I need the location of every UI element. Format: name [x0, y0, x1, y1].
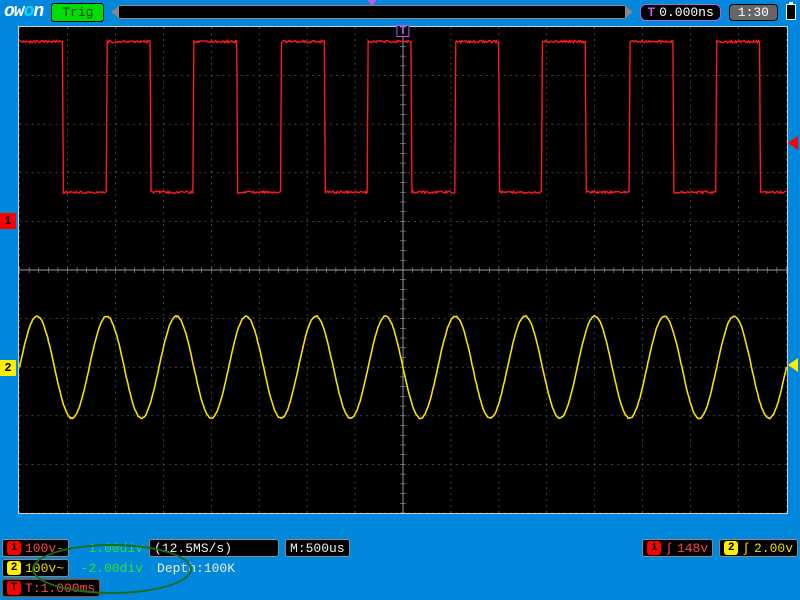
horizontal-position-bar[interactable]: [118, 5, 626, 19]
ch1-voltdiv: 1 100v-: [2, 539, 69, 557]
top-bar: owon Trig T 0.000ns 1:30: [0, 0, 800, 24]
ch2-ground-marker: 2: [0, 360, 16, 376]
trigger-status: Trig: [51, 3, 104, 22]
time-offset-value: 0.000ns: [659, 5, 714, 20]
grid-overlay: [19, 27, 787, 513]
trigger-position-marker: [367, 0, 377, 6]
time-badge-icon: T: [7, 581, 21, 595]
ch2-trigger-readout: 2 ∫ 2.00v: [719, 539, 798, 557]
ch2-badge-icon: 2: [7, 561, 21, 575]
ch1-trigger-badge-icon: 1: [647, 541, 661, 555]
battery-icon: [786, 4, 796, 20]
rising-edge-icon: ∫: [665, 541, 673, 556]
ch2-position: -2.00div: [75, 561, 143, 576]
timebase: M:500us: [285, 539, 350, 557]
time-marker-icon: T: [647, 5, 655, 20]
time-offset-readout: T 0.000ns: [640, 4, 720, 21]
memory-depth: Depth:100K: [149, 561, 279, 576]
ch1-trigger-readout: 1 ∫ 148v: [642, 539, 713, 557]
ch1-badge-icon: 1: [7, 541, 21, 555]
readout-bar: 1 100v- 1.00div (12.5MS/s) M:500us 1 ∫ 1…: [2, 538, 798, 598]
rising-edge-icon: ∫: [742, 541, 750, 556]
waveform-display: T: [18, 26, 788, 514]
ch2-voltdiv: 2 100v~: [2, 559, 69, 577]
ch1-position: 1.00div: [75, 541, 143, 556]
ch2-trigger-arrow-icon: [788, 358, 798, 372]
waveform-overlay: [19, 27, 787, 513]
ch1-ground-marker: 1: [0, 213, 16, 229]
zoom-ratio: 1:30: [729, 4, 778, 21]
ch1-trigger-arrow-icon: [788, 136, 798, 150]
trigger-time-marker-icon: T: [396, 25, 409, 37]
brand-logo: owon: [4, 2, 43, 22]
ch2-trigger-badge-icon: 2: [724, 541, 738, 555]
trigger-time: T T:1.000ms: [2, 579, 100, 597]
sample-rate: (12.5MS/s): [149, 539, 279, 557]
